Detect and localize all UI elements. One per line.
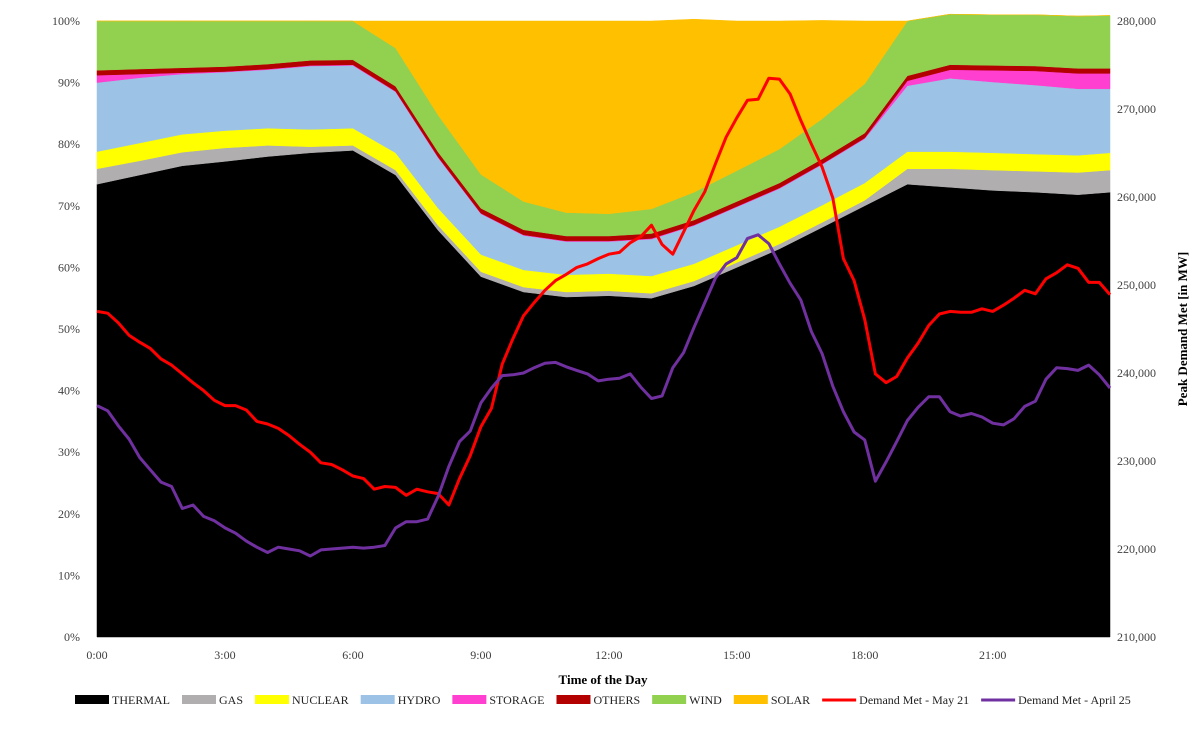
right-tick-label: 240,000 bbox=[1117, 366, 1156, 380]
legend-label: OTHERS bbox=[593, 693, 640, 707]
legend-swatch bbox=[452, 695, 487, 704]
legend-swatch bbox=[255, 695, 290, 704]
left-tick-label: 50% bbox=[58, 322, 80, 336]
legend-item-solar: SOLAR bbox=[733, 693, 810, 707]
line-demand-met-april-25 bbox=[96, 233, 1112, 558]
left-tick-label: 70% bbox=[58, 199, 80, 213]
legend-label: GAS bbox=[219, 693, 243, 707]
legend-item-gas: GAS bbox=[182, 693, 243, 707]
left-tick-label: 60% bbox=[58, 260, 80, 274]
legend-label: WIND bbox=[689, 693, 722, 707]
legend-label: NUCLEAR bbox=[292, 693, 349, 707]
legend-swatch bbox=[75, 695, 109, 704]
left-tick-label: 0% bbox=[64, 630, 80, 644]
x-tick-label: 21:00 bbox=[979, 648, 1006, 662]
legend-swatch bbox=[556, 695, 591, 704]
right-tick-label: 260,000 bbox=[1117, 190, 1156, 204]
left-tick-label: 20% bbox=[58, 507, 80, 521]
right-tick-label: 250,000 bbox=[1117, 278, 1156, 292]
left-tick-label: 80% bbox=[58, 137, 80, 151]
legend-swatch bbox=[360, 695, 395, 704]
right-axis-ticks: 210,000 220,000 230,000 240,000 250,000 260,0… bbox=[1117, 14, 1156, 644]
x-tick-label: 6:00 bbox=[342, 648, 363, 662]
legend-item-others: OTHERS bbox=[556, 693, 640, 707]
legend-swatch bbox=[733, 695, 768, 704]
x-axis-ticks: 0:00 3:00 6:00 9:00 12:00 15:00 18:00 21:00 bbox=[86, 648, 1006, 662]
legend-label: Demand Met - May 21 bbox=[859, 693, 969, 707]
legend-label: SOLAR bbox=[771, 693, 810, 707]
x-tick-label: 12:00 bbox=[595, 648, 622, 662]
legend-item-storage: STORAGE bbox=[452, 693, 544, 707]
legend-item-demand-met-april-25: Demand Met - April 25 bbox=[981, 693, 1131, 707]
legend: THERMAL GAS NUCLEAR HYDRO STORAGE OTHERS WIND S… bbox=[75, 693, 1131, 707]
legend-item-wind: WIND bbox=[652, 693, 722, 707]
right-tick-label: 230,000 bbox=[1117, 454, 1156, 468]
line-series-layer bbox=[96, 76, 1112, 558]
legend-item-thermal: THERMAL bbox=[75, 693, 170, 707]
area-solar bbox=[97, 13, 1111, 215]
legend-label: HYDRO bbox=[398, 693, 441, 707]
right-tick-label: 280,000 bbox=[1117, 14, 1156, 28]
right-tick-label: 220,000 bbox=[1117, 542, 1156, 556]
left-tick-label: 40% bbox=[58, 384, 80, 398]
left-axis-ticks: 0% 10% 20% 30% 40% 50% 60% 70% 80% 90% 100% bbox=[52, 14, 80, 644]
legend-swatch bbox=[652, 695, 687, 704]
legend-item-nuclear: NUCLEAR bbox=[255, 693, 349, 707]
legend-item-demand-met-may-21: Demand Met - May 21 bbox=[822, 693, 969, 707]
left-tick-label: 90% bbox=[58, 76, 80, 90]
left-tick-label: 10% bbox=[58, 568, 80, 582]
legend-item-hydro: HYDRO bbox=[360, 693, 441, 707]
legend-label: Demand Met - April 25 bbox=[1018, 693, 1131, 707]
x-tick-label: 0:00 bbox=[86, 648, 107, 662]
right-axis-title: Peak Demand Met [in MW] bbox=[1175, 252, 1190, 407]
left-tick-label: 100% bbox=[52, 14, 80, 28]
x-tick-label: 9:00 bbox=[470, 648, 491, 662]
right-tick-label: 270,000 bbox=[1117, 102, 1156, 116]
right-tick-label: 210,000 bbox=[1117, 630, 1156, 644]
x-tick-label: 18:00 bbox=[851, 648, 878, 662]
x-axis-title: Time of the Day bbox=[559, 672, 648, 687]
x-tick-label: 3:00 bbox=[214, 648, 235, 662]
area-series-layer bbox=[96, 13, 1111, 638]
legend-swatch bbox=[182, 695, 216, 704]
left-tick-label: 30% bbox=[58, 445, 80, 459]
legend-label: THERMAL bbox=[112, 693, 170, 707]
legend-label: STORAGE bbox=[489, 693, 544, 707]
x-tick-label: 15:00 bbox=[723, 648, 750, 662]
line-demand-met-may-21 bbox=[96, 76, 1112, 507]
